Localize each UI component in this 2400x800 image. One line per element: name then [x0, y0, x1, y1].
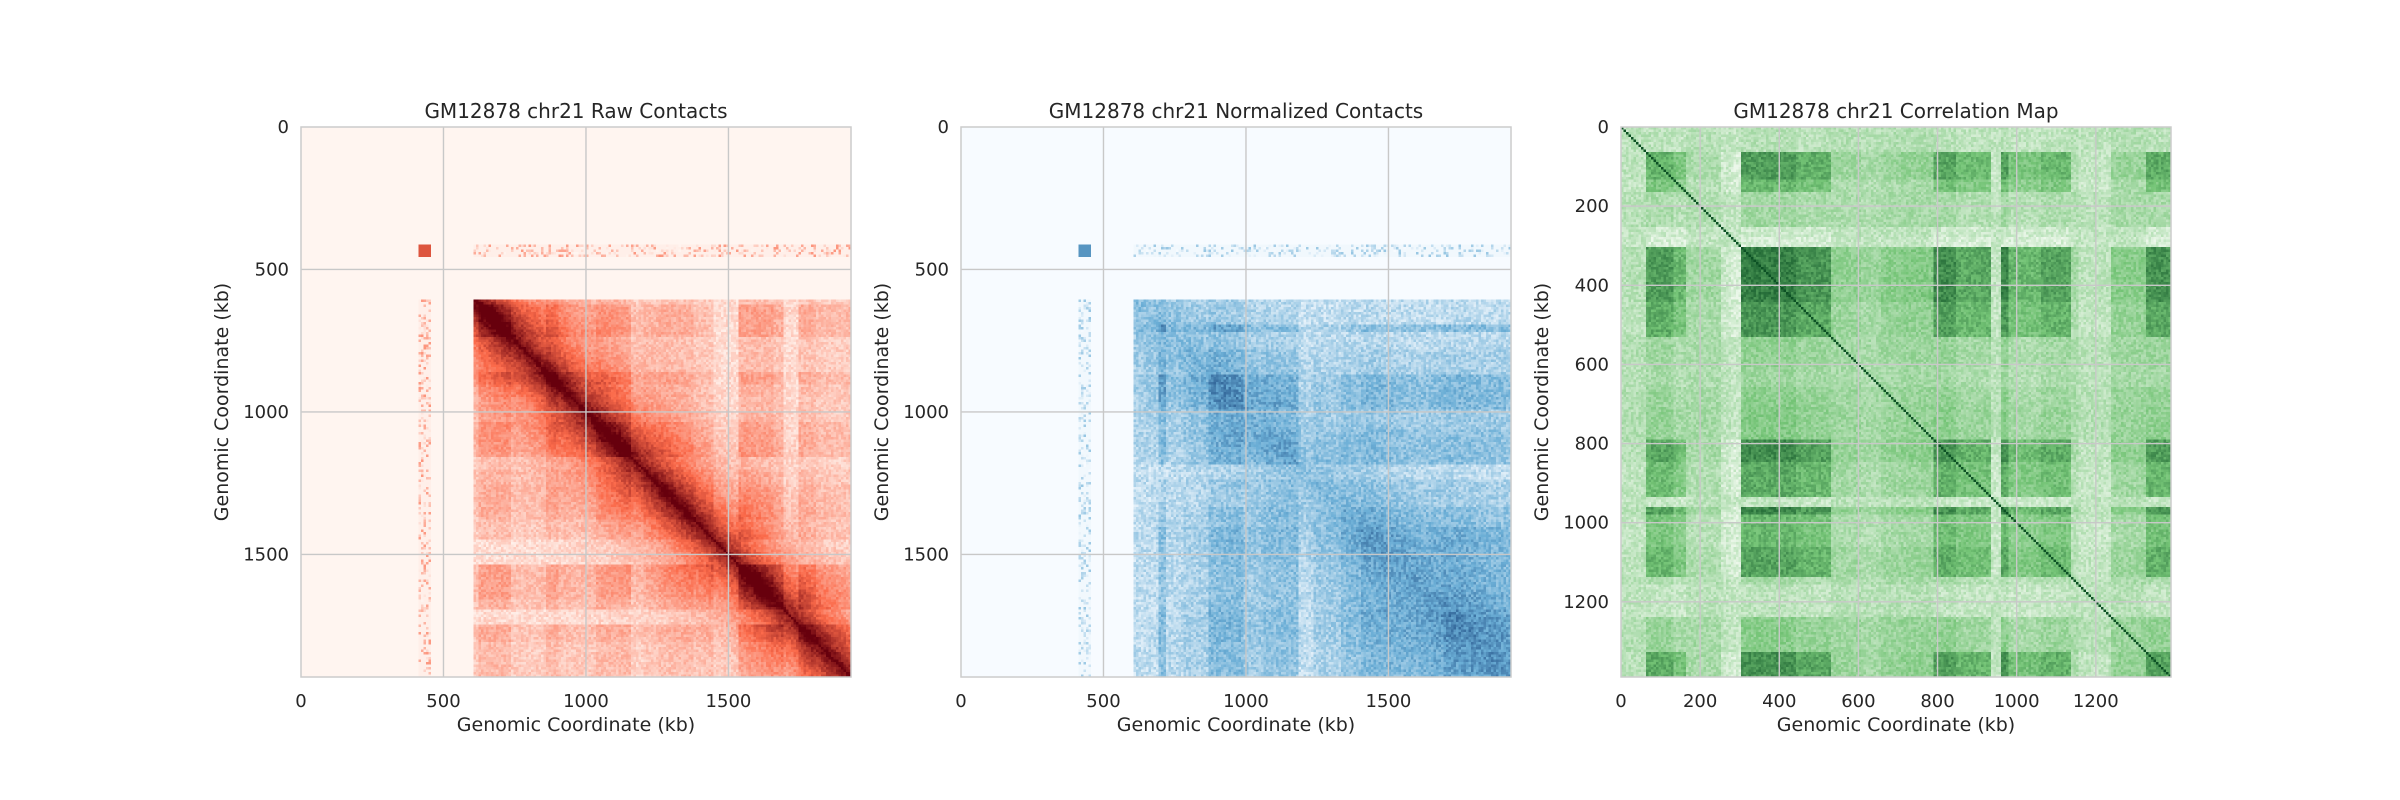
y-tick-label: 0: [278, 117, 289, 138]
x-tick-label: 1500: [1366, 691, 1412, 712]
x-tick-label: 1000: [1223, 691, 1269, 712]
normalized-contacts-y-ticks: 0 500 1000 1500: [903, 117, 949, 565]
normalized-contacts-x-axis-label: Genomic Coordinate (kb): [1117, 714, 1355, 736]
y-tick-label: 1000: [1563, 513, 1609, 534]
y-tick-label: 1500: [903, 544, 949, 565]
raw-contacts-heatmap-panel: 0 500 1000 1500 0 500 1000 1500 GM12878 chr21 …: [211, 99, 852, 736]
y-tick-label: 1000: [243, 402, 289, 423]
x-tick-label: 600: [1841, 691, 1875, 712]
normalized-contacts-heatmap-image: [961, 127, 1511, 677]
raw-contacts-y-ticks: 0 500 1000 1500: [243, 117, 289, 565]
normalized-contacts-x-ticks: 0 500 1000 1500: [955, 691, 1411, 712]
y-tick-label: 200: [1575, 196, 1609, 217]
normalized-contacts-plot-frame: [960, 126, 1512, 678]
correlation-map-heatmap-panel: 0 200 400 600 800 1000 1200 0 200 400 600 800 1000 1…: [1531, 99, 2172, 736]
correlation-map-grid: [1621, 127, 2171, 677]
correlation-map-y-axis-label: Genomic Coordinate (kb): [1531, 283, 1553, 521]
x-tick-label: 0: [1615, 691, 1626, 712]
x-tick-label: 1200: [2073, 691, 2119, 712]
x-tick-label: 200: [1683, 691, 1717, 712]
correlation-map-x-ticks: 0 200 400 600 800 1000 1200: [1615, 691, 2118, 712]
x-tick-label: 400: [1762, 691, 1796, 712]
y-tick-label: 0: [938, 117, 949, 138]
x-tick-label: 800: [1920, 691, 1954, 712]
raw-contacts-x-ticks: 0 500 1000 1500: [295, 691, 751, 712]
y-tick-label: 0: [1598, 117, 1609, 138]
correlation-map-x-axis-label: Genomic Coordinate (kb): [1777, 714, 2015, 736]
correlation-map-plot-frame: [1620, 126, 2172, 678]
y-tick-label: 1000: [903, 402, 949, 423]
y-tick-label: 1500: [243, 544, 289, 565]
y-tick-label: 600: [1575, 354, 1609, 375]
raw-contacts-x-axis-label: Genomic Coordinate (kb): [457, 714, 695, 736]
correlation-map-title: GM12878 chr21 Correlation Map: [1733, 99, 2058, 123]
normalized-contacts-title: GM12878 chr21 Normalized Contacts: [1049, 99, 1423, 123]
x-tick-label: 1000: [1994, 691, 2040, 712]
y-tick-label: 400: [1575, 275, 1609, 296]
y-tick-label: 500: [915, 259, 949, 280]
y-tick-label: 500: [255, 259, 289, 280]
raw-contacts-heatmap-image: [301, 127, 851, 677]
normalized-contacts-grid: [961, 127, 1511, 677]
x-tick-label: 0: [295, 691, 306, 712]
raw-contacts-y-axis-label: Genomic Coordinate (kb): [211, 283, 233, 521]
x-tick-label: 1500: [706, 691, 752, 712]
normalized-contacts-heatmap-panel: 0 500 1000 1500 0 500 1000 1500 GM12878 chr21 …: [871, 99, 1512, 736]
correlation-map-heatmap-image: [1621, 127, 2171, 677]
x-tick-label: 0: [955, 691, 966, 712]
raw-contacts-title: GM12878 chr21 Raw Contacts: [424, 99, 727, 123]
x-tick-label: 500: [426, 691, 460, 712]
correlation-map-y-ticks: 0 200 400 600 800 1000 1200: [1563, 117, 1609, 613]
y-tick-label: 1200: [1563, 592, 1609, 613]
x-tick-label: 500: [1086, 691, 1120, 712]
raw-contacts-grid: [301, 127, 851, 677]
normalized-contacts-y-axis-label: Genomic Coordinate (kb): [871, 283, 893, 521]
y-tick-label: 800: [1575, 434, 1609, 455]
raw-contacts-plot-frame: [300, 126, 852, 678]
x-tick-label: 1000: [563, 691, 609, 712]
